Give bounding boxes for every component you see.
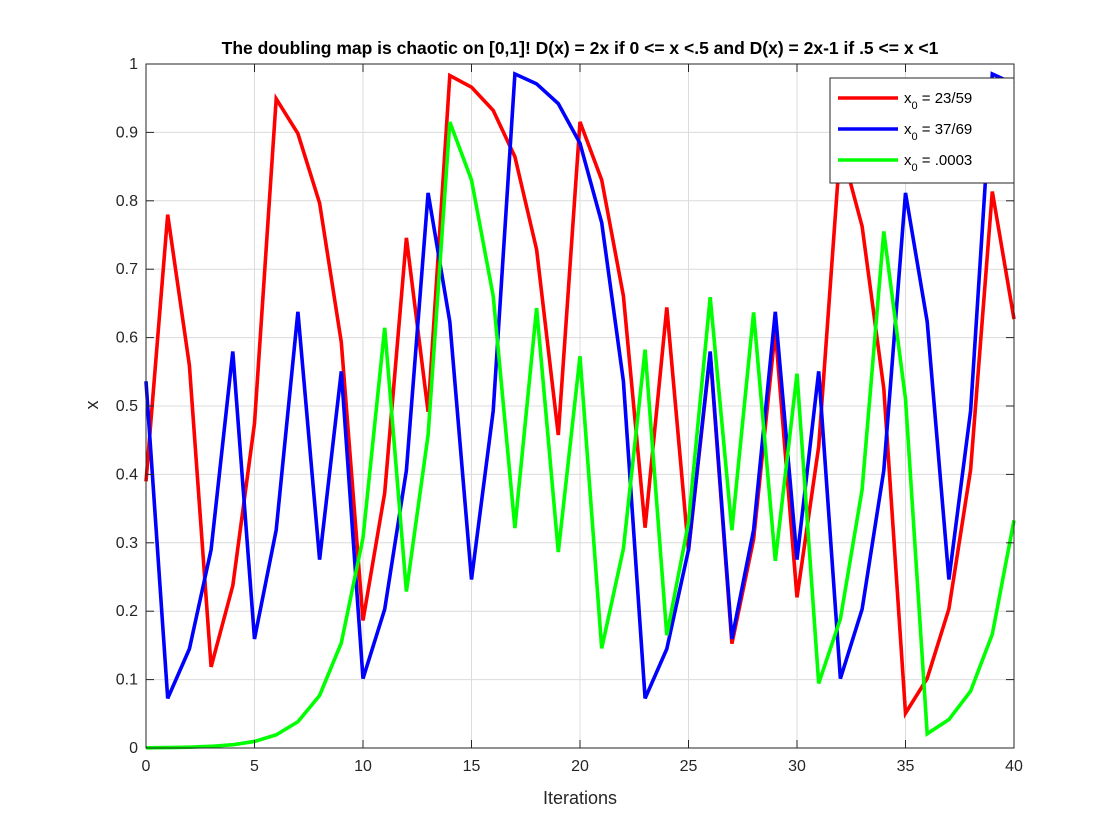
y-tick-label: 1 (129, 56, 138, 73)
legend-subscript: 0 (912, 100, 918, 112)
axis-ticks: 0 5 10 15 20 25 30 35 4000.10.20.30.40.50.60.70.… (116, 56, 1023, 775)
x-tick-label: 0 (142, 758, 151, 775)
legend-entry: x0 = 37/69 (904, 121, 972, 143)
y-tick-label: 0.1 (116, 672, 138, 689)
y-tick-label: 0.3 (116, 535, 138, 552)
y-tick-label: 0.9 (116, 124, 138, 141)
legend-subscript: 0 (912, 131, 918, 143)
series-line-2 (144, 71, 1015, 700)
legend-variable: x (904, 152, 912, 169)
x-tick-label: 25 (680, 758, 698, 775)
legend-value: = 37/69 (918, 121, 973, 138)
legend-value: = 23/59 (918, 90, 973, 107)
legend-value: = .0003 (918, 152, 973, 169)
y-tick-label: 0.4 (116, 466, 138, 483)
series-line-3 (145, 121, 1016, 750)
x-tick-label: 40 (1005, 758, 1023, 775)
legend-entry: x0 = 23/59 (904, 90, 972, 112)
y-tick-label: 0.6 (116, 330, 138, 347)
y-tick-label: 0.8 (116, 193, 138, 210)
x-tick-label: 30 (788, 758, 806, 775)
series-group (144, 71, 1016, 750)
legend-variable: x (904, 121, 912, 138)
y-tick-label: 0.2 (116, 603, 138, 620)
y-axis-label: x (82, 401, 102, 410)
x-tick-label: 20 (571, 758, 589, 775)
legend-subscript: 0 (912, 162, 918, 174)
y-tick-label: 0.5 (116, 398, 138, 415)
legend-variable: x (904, 90, 912, 107)
y-tick-label: 0 (129, 740, 138, 757)
x-tick-label: 5 (250, 758, 259, 775)
chart-title: The doubling map is chaotic on [0,1]! D(… (222, 38, 939, 58)
y-tick-label: 0.7 (116, 261, 138, 278)
x-axis-label: Iterations (543, 788, 617, 808)
x-tick-label: 35 (897, 758, 915, 775)
x-tick-label: 10 (354, 758, 372, 775)
x-tick-label: 15 (463, 758, 481, 775)
legend-entry: x0 = .0003 (904, 152, 972, 174)
series-line-1 (144, 72, 1016, 719)
